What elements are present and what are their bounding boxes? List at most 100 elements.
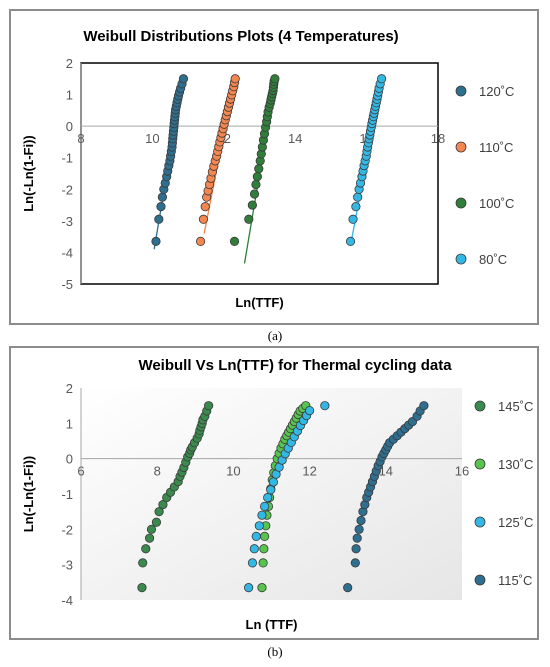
x-tick-label: 12 xyxy=(302,464,316,479)
data-point xyxy=(146,524,157,534)
y-tick-label: -4 xyxy=(61,245,73,260)
data-point xyxy=(247,558,258,568)
y-tick-label: -3 xyxy=(61,214,73,229)
chart-title: Weibull Vs Ln(TTF) for Thermal cycling d… xyxy=(138,357,452,374)
y-tick-label: -2 xyxy=(61,522,73,537)
legend-label: 100˚C xyxy=(479,196,514,211)
data-point xyxy=(156,202,166,212)
data-point xyxy=(254,521,264,531)
chart-a-svg: Weibull Distributions Plots (4 Temperatu… xyxy=(21,28,514,310)
legend-marker xyxy=(455,141,467,153)
y-tick-label: -2 xyxy=(61,182,73,197)
data-point xyxy=(304,406,315,416)
x-tick-label: 8 xyxy=(154,464,161,479)
y-tick-label: 0 xyxy=(66,119,73,134)
legend-marker xyxy=(474,574,486,586)
caption-a: (a) xyxy=(267,328,283,343)
data-point xyxy=(144,533,155,543)
data-point xyxy=(154,214,164,224)
legend-marker xyxy=(474,458,486,470)
y-tick-label: 2 xyxy=(66,56,73,71)
data-point xyxy=(266,485,276,495)
data-point xyxy=(350,558,360,568)
x-tick-label: 10 xyxy=(145,131,159,146)
data-point xyxy=(263,492,273,503)
legend-label: 110˚C xyxy=(479,140,513,155)
y-tick-label: -3 xyxy=(61,558,73,573)
legend-marker xyxy=(455,197,467,209)
data-point xyxy=(251,531,261,541)
chart-b-panel: Weibull Vs Ln(TTF) for Thermal cycling d… xyxy=(9,346,539,640)
data-point xyxy=(356,515,366,526)
data-point xyxy=(157,192,167,202)
y-axis-title: Ln(-Ln(1-Fi)) xyxy=(21,135,36,212)
data-point xyxy=(154,507,164,517)
chart-a-panel: Weibull Distributions Plots (4 Temperatu… xyxy=(9,9,539,325)
x-axis-title: Ln(TTF) xyxy=(235,295,283,310)
data-point xyxy=(345,236,356,246)
data-point xyxy=(419,401,429,411)
data-point xyxy=(343,583,353,593)
data-point xyxy=(258,558,268,568)
caption-b: (b) xyxy=(267,644,283,659)
y-tick-label: 0 xyxy=(66,452,73,467)
data-point xyxy=(251,179,261,190)
data-point xyxy=(195,236,206,246)
x-tick-label: 18 xyxy=(431,131,445,146)
data-point xyxy=(151,236,161,246)
legend-label: 145˚C xyxy=(498,399,533,414)
data-point xyxy=(229,236,240,246)
legend-label: 80˚C xyxy=(479,252,507,267)
data-point xyxy=(178,74,189,84)
y-tick-label: -1 xyxy=(61,487,73,502)
x-tick-label: 10 xyxy=(226,464,240,479)
data-point xyxy=(254,164,264,174)
legend-label: 120˚C xyxy=(479,84,514,99)
data-point xyxy=(354,524,364,534)
data-point xyxy=(376,74,387,84)
data-point xyxy=(348,214,358,224)
data-point xyxy=(252,172,262,182)
y-tick-label: 1 xyxy=(66,416,73,431)
x-tick-label: 14 xyxy=(288,131,302,146)
data-point xyxy=(204,401,214,411)
y-tick-label: -1 xyxy=(61,151,73,166)
data-point xyxy=(260,531,270,541)
data-point xyxy=(151,517,162,527)
legend-label: 130˚C xyxy=(498,457,533,472)
data-point xyxy=(249,544,259,554)
data-point xyxy=(198,214,209,224)
legend-marker xyxy=(455,85,467,97)
data-point xyxy=(257,510,267,520)
data-point xyxy=(138,558,148,568)
data-point xyxy=(244,214,254,224)
legend-marker xyxy=(455,253,467,265)
data-point xyxy=(351,544,361,554)
y-axis-title: Ln(-Ln(1-Fi)) xyxy=(21,456,36,533)
data-point xyxy=(268,477,279,487)
data-point xyxy=(351,202,361,212)
data-point xyxy=(320,401,330,411)
legend-label: 115˚C xyxy=(498,573,532,588)
data-point xyxy=(230,74,240,84)
legend-label: 125˚C xyxy=(498,515,533,530)
x-tick-label: 6 xyxy=(77,464,84,479)
data-point xyxy=(247,200,257,210)
x-tick-label: 16 xyxy=(455,464,469,479)
chart-b-svg: Weibull Vs Ln(TTF) for Thermal cycling d… xyxy=(21,357,533,632)
chart-title: Weibull Distributions Plots (4 Temperatu… xyxy=(83,28,398,45)
legend-marker xyxy=(474,516,486,528)
data-point xyxy=(200,202,210,212)
x-axis-title: Ln (TTF) xyxy=(246,617,298,632)
data-point xyxy=(270,74,280,84)
y-tick-label: -5 xyxy=(61,277,73,292)
data-point xyxy=(244,583,254,593)
y-tick-label: 1 xyxy=(66,88,73,103)
data-point xyxy=(249,189,260,199)
data-point xyxy=(260,501,270,511)
y-tick-label: 2 xyxy=(66,381,73,396)
legend-marker xyxy=(474,400,486,412)
data-point xyxy=(353,192,363,202)
data-point xyxy=(141,544,151,554)
data-point xyxy=(257,583,267,593)
